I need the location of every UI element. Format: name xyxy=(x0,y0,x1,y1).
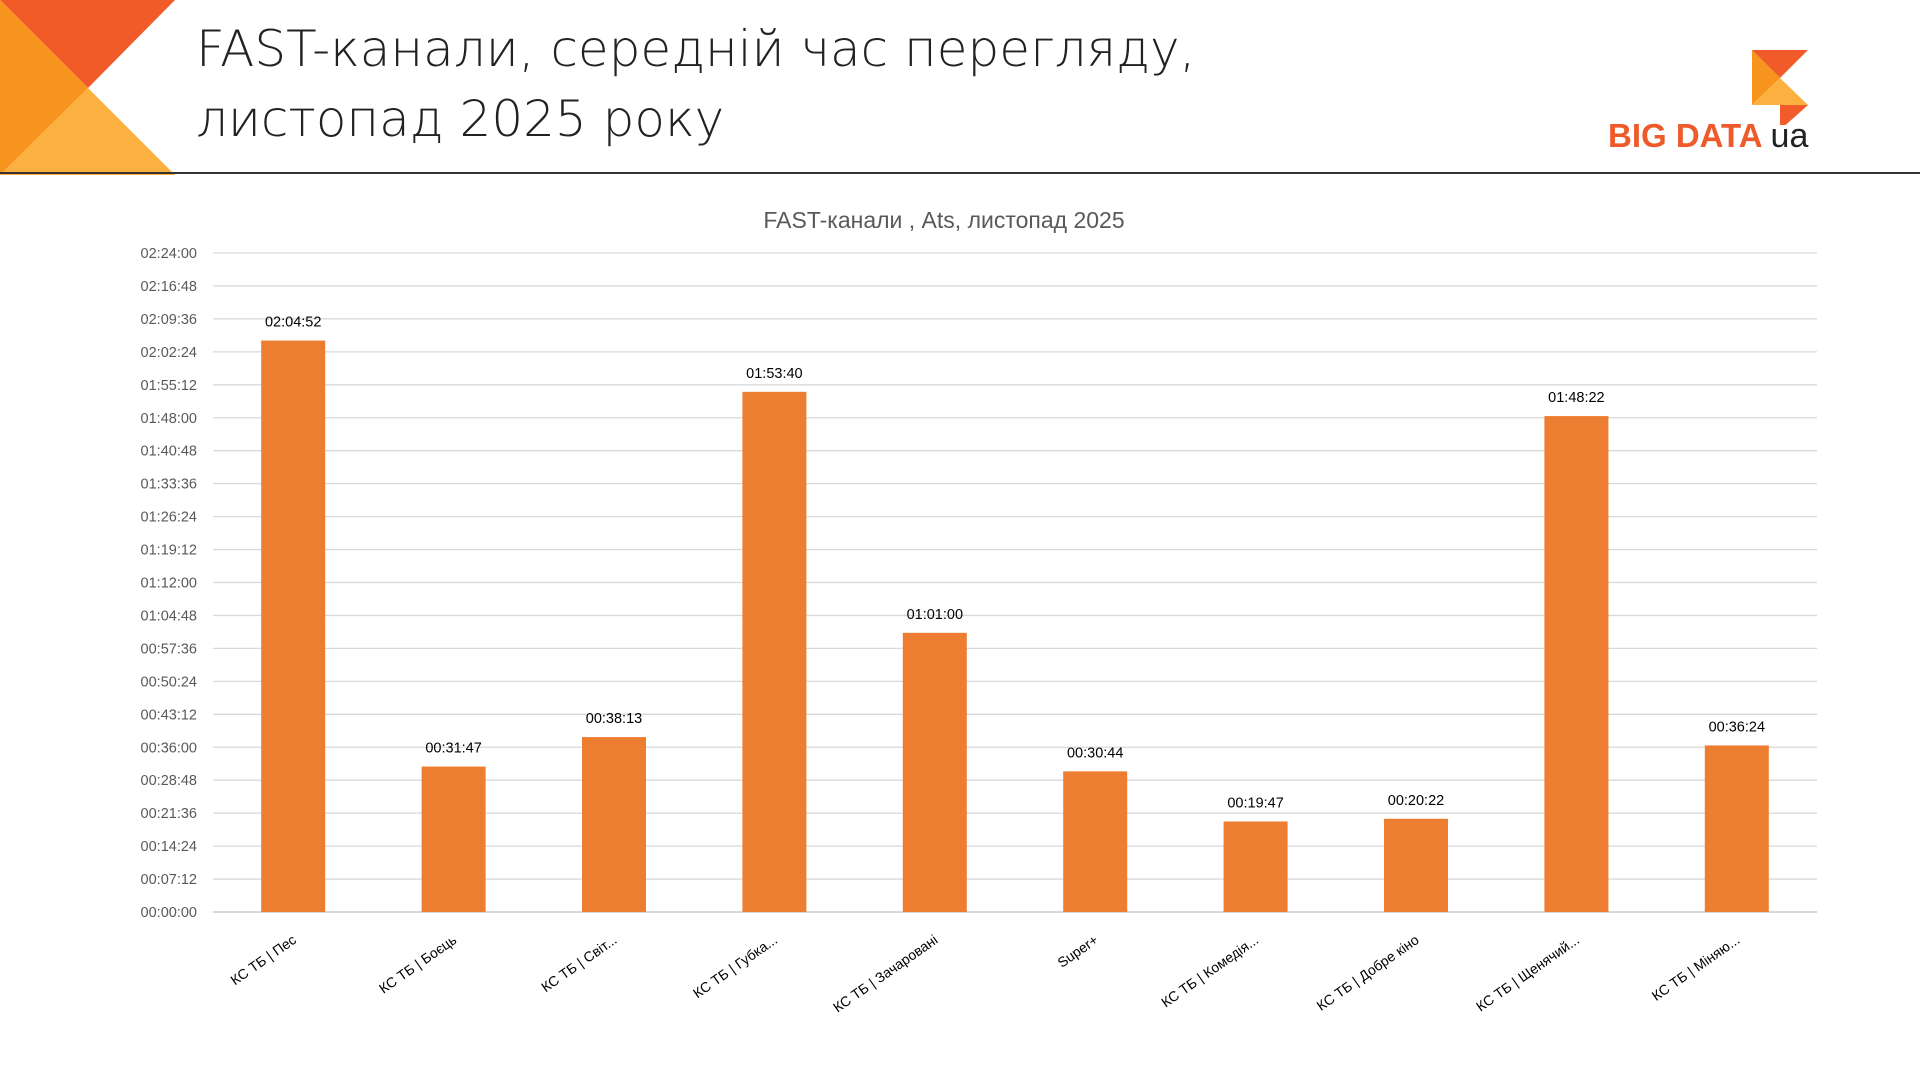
title-line-2: листопад 2025 року xyxy=(196,90,725,148)
x-tick-label: КС ТБ | Пес xyxy=(227,931,298,988)
bar xyxy=(1384,818,1448,912)
corner-decoration xyxy=(0,0,175,175)
data-label: 00:31:47 xyxy=(425,741,481,757)
y-tick-label: 01:12:00 xyxy=(141,576,197,592)
y-tick-label: 01:04:48 xyxy=(141,608,197,624)
logo-text: BIG DATA xyxy=(1608,117,1762,154)
y-tick-label: 02:24:00 xyxy=(141,246,197,262)
y-tick-label: 00:21:36 xyxy=(141,806,197,822)
y-tick-label: 01:55:12 xyxy=(141,378,197,394)
data-label: 00:30:44 xyxy=(1067,745,1123,761)
y-tick-label: 00:43:12 xyxy=(141,707,197,723)
bar xyxy=(742,391,807,912)
x-tick-label: КС ТБ | Зачаровані xyxy=(830,931,940,1015)
header-divider xyxy=(0,172,1920,174)
y-tick-label: 00:57:36 xyxy=(141,641,197,657)
y-tick-label: 01:48:00 xyxy=(141,411,197,427)
big-data-ua-logo: BIG DATA ua xyxy=(1600,45,1840,165)
bar xyxy=(902,632,967,912)
data-label: 00:36:24 xyxy=(1709,719,1765,735)
y-tick-label: 01:40:48 xyxy=(141,444,197,460)
data-label: 01:01:00 xyxy=(907,607,963,623)
data-label: 01:53:40 xyxy=(746,366,802,382)
bar xyxy=(1223,821,1288,912)
data-label: 01:48:22 xyxy=(1548,390,1604,406)
x-tick-label: КС ТБ | Міняю... xyxy=(1649,931,1743,1003)
bar xyxy=(1544,416,1609,912)
bar xyxy=(1704,745,1769,912)
y-tick-label: 01:33:36 xyxy=(141,477,197,493)
y-tick-label: 00:14:24 xyxy=(141,839,197,855)
y-tick-label: 01:26:24 xyxy=(141,510,197,526)
x-tick-label: КС ТБ | Губка... xyxy=(690,931,780,1001)
logo-suffix: ua xyxy=(1770,117,1809,155)
bar xyxy=(421,766,486,912)
y-tick-label: 02:02:24 xyxy=(141,345,197,361)
y-tick-label: 00:07:12 xyxy=(141,872,197,888)
page-title: FAST-канали, середній час перегляду, лис… xyxy=(196,14,1195,154)
bar xyxy=(582,737,646,912)
data-label: 00:38:13 xyxy=(586,711,642,727)
x-tick-label: Super+ xyxy=(1054,931,1100,970)
bar xyxy=(1063,771,1128,912)
x-tick-label: КС ТБ | Добре кіно xyxy=(1314,931,1422,1014)
bar xyxy=(261,340,326,912)
x-tick-label: КС ТБ | Світ... xyxy=(538,931,620,995)
logo-mark-icon xyxy=(1752,50,1808,125)
y-tick-label: 00:28:48 xyxy=(141,773,197,789)
x-tick-label: КС ТБ | Комедія... xyxy=(1158,931,1261,1010)
data-label: 00:20:22 xyxy=(1388,793,1444,809)
chart-title: FAST-канали , Ats, листопад 2025 xyxy=(763,207,1124,233)
x-tick-label: КС ТБ | Боєць xyxy=(376,931,459,996)
y-tick-label: 02:09:36 xyxy=(141,312,197,328)
y-tick-label: 01:19:12 xyxy=(141,543,197,559)
data-label: 02:04:52 xyxy=(265,315,321,331)
y-tick-label: 02:16:48 xyxy=(141,279,197,295)
x-tick-label: КС ТБ | Щенячий... xyxy=(1473,931,1582,1014)
bar-chart: FAST-канали , Ats, листопад 2025 00:00:0… xyxy=(141,207,1817,1015)
data-label: 00:19:47 xyxy=(1227,795,1283,811)
y-tick-label: 00:36:00 xyxy=(141,740,197,756)
y-tick-label: 00:00:00 xyxy=(141,905,197,921)
title-line-1: FAST-канали, середній час перегляду, xyxy=(196,20,1196,78)
y-tick-label: 00:50:24 xyxy=(141,674,197,690)
